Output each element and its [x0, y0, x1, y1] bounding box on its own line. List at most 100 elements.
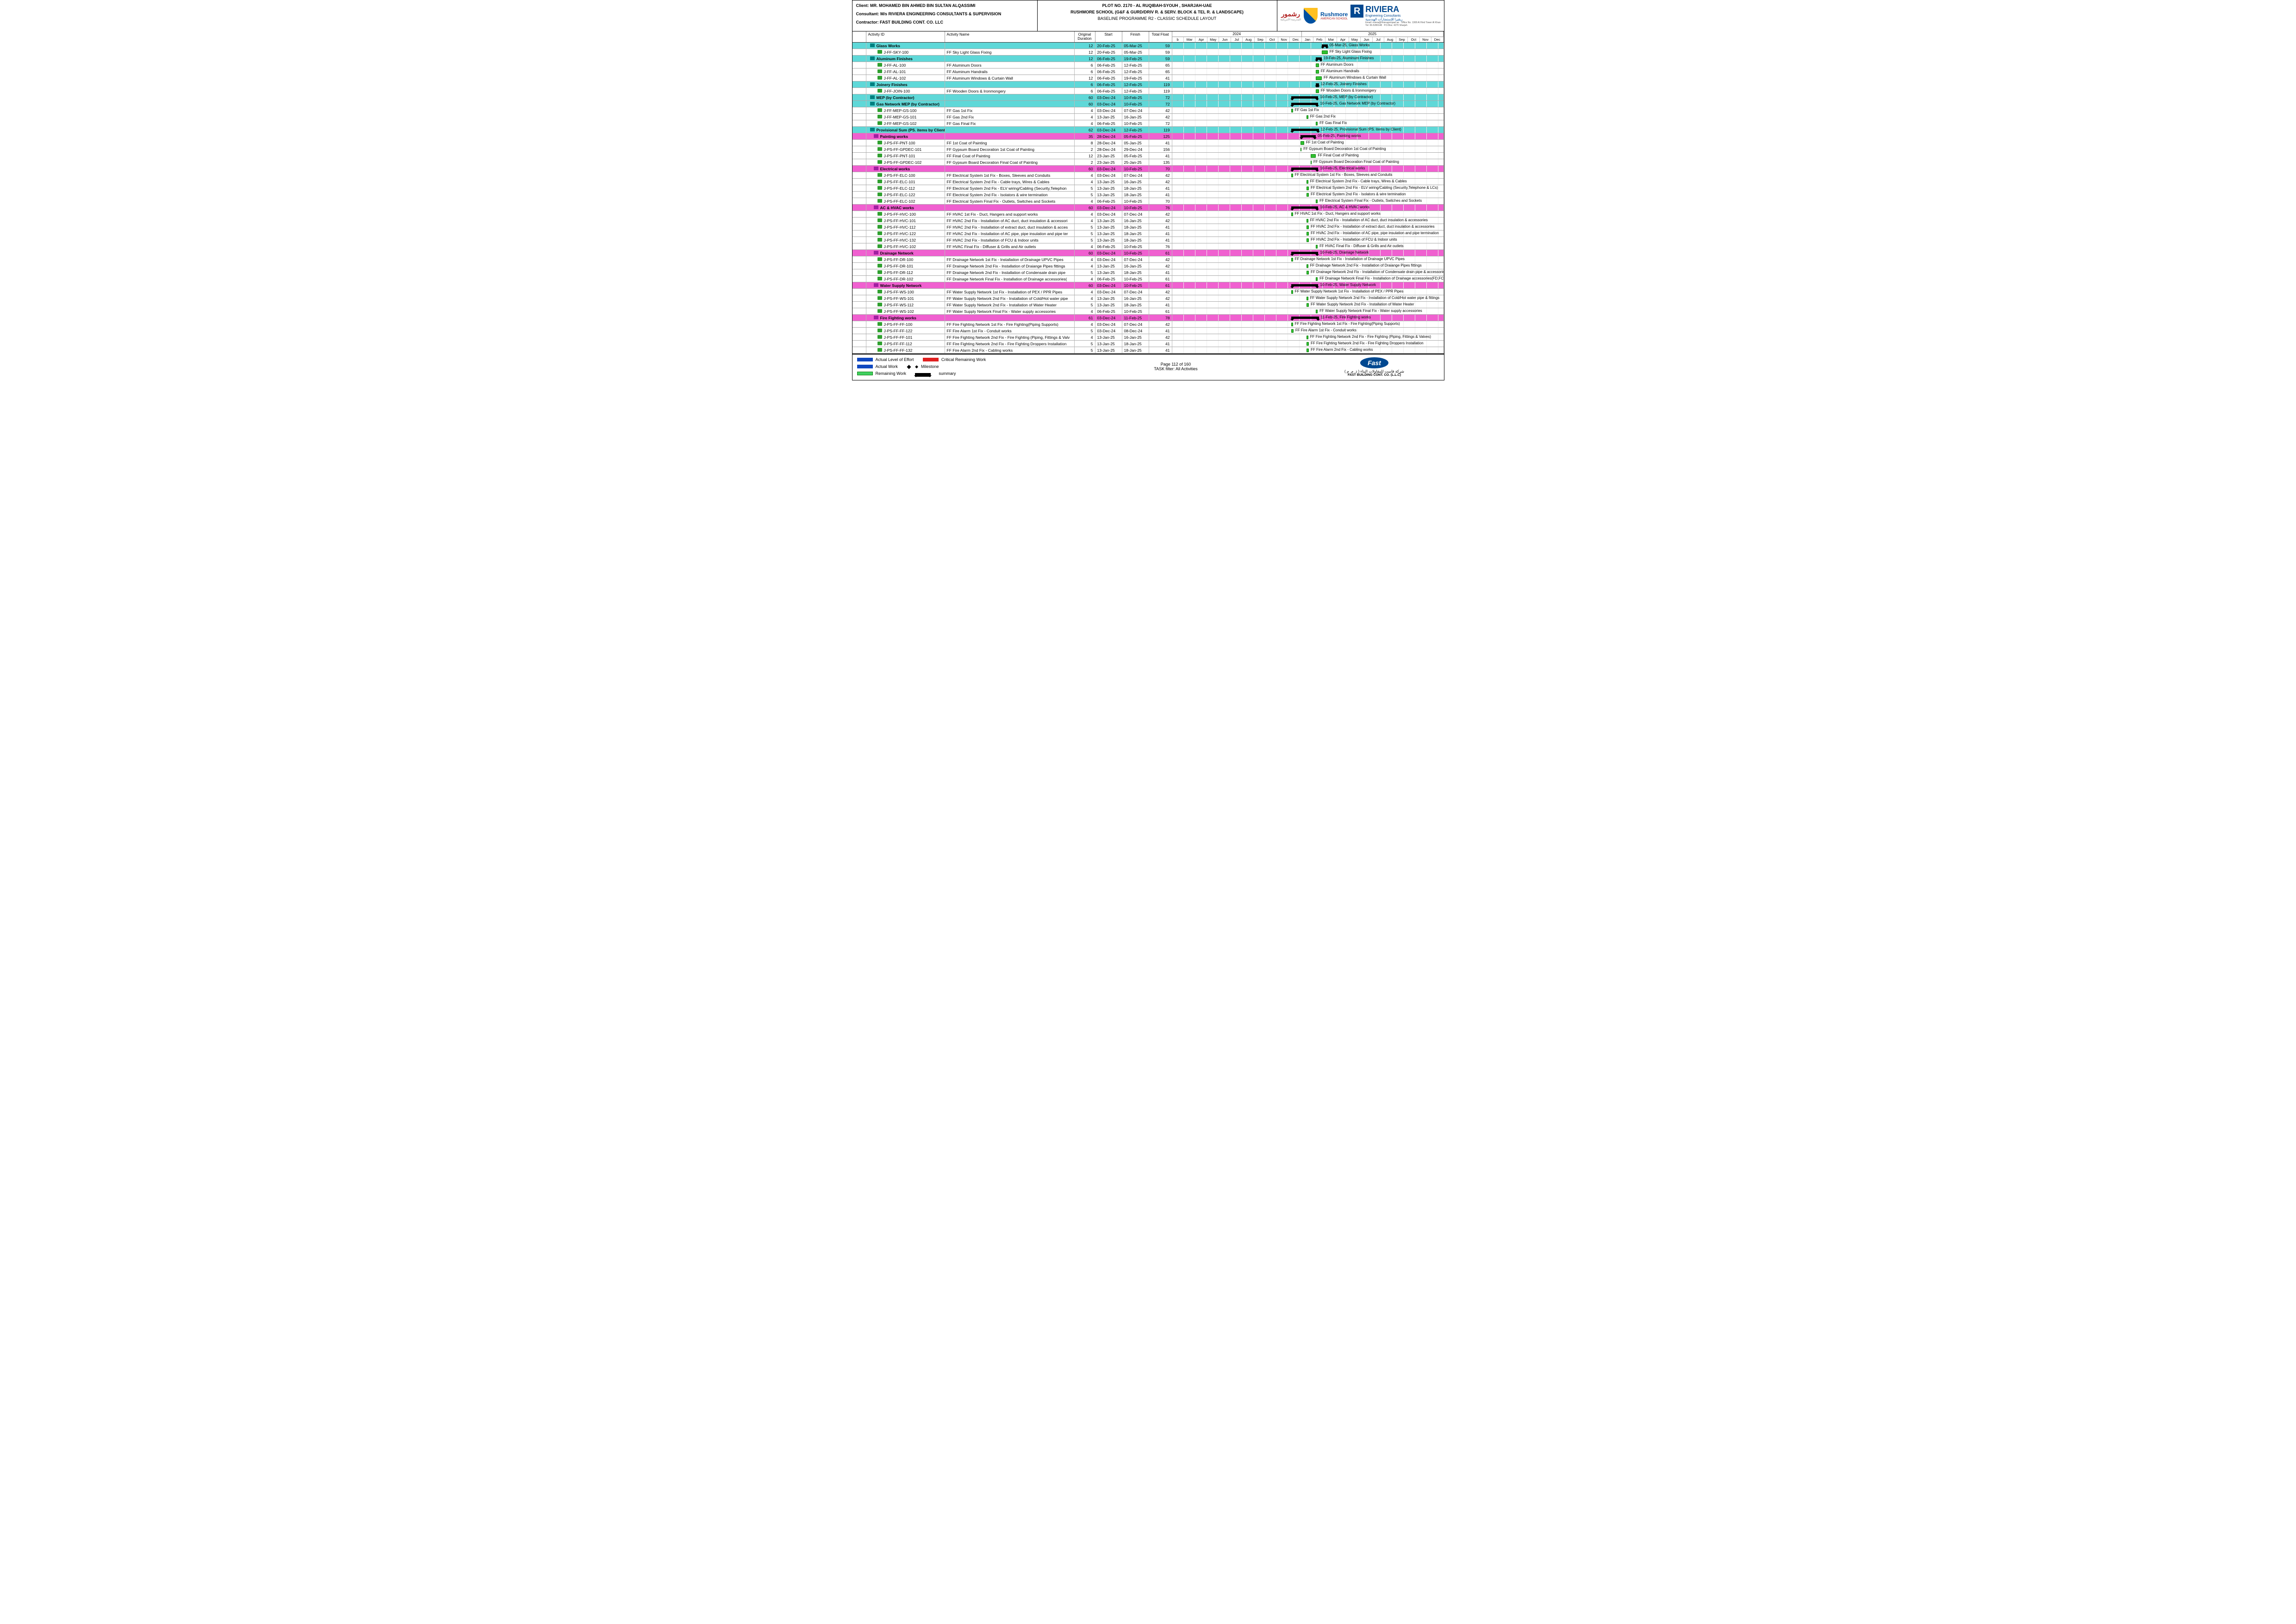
- total-float: 65: [1149, 68, 1172, 75]
- activity-name: [945, 81, 1075, 87]
- schedule-row: J-FF-AL-101 FF Aluminum Handrails 6 06-F…: [852, 68, 1444, 75]
- summary-icon: [870, 44, 877, 48]
- finish-date: 07-Dec-24: [1122, 256, 1149, 262]
- activity-name: FF HVAC 2nd Fix - Installation of extrac…: [945, 224, 1075, 230]
- original-duration: 4: [1075, 107, 1095, 113]
- schedule-row: J-PS-FF-GPDEC-102 FF Gypsum Board Decora…: [852, 159, 1444, 166]
- total-float: 42: [1149, 172, 1172, 178]
- start-date: 03-Dec-24: [1095, 127, 1122, 133]
- activity-icon: [877, 348, 884, 353]
- total-float: 76: [1149, 205, 1172, 211]
- original-duration: 5: [1075, 230, 1095, 236]
- column-header: Activity ID Activity Name Original Durat…: [852, 31, 1444, 43]
- finish-date: 16-Jan-25: [1122, 179, 1149, 185]
- activity-name: [945, 56, 1075, 62]
- original-duration: 62: [1075, 127, 1095, 133]
- activity-name: FF Fire Fighting Network 1st Fix - Fire …: [945, 321, 1075, 327]
- activity-id: J-PS-FF-DR-102: [884, 277, 914, 281]
- total-float: 135: [1149, 159, 1172, 165]
- activity-id: Drainage Network: [880, 251, 914, 255]
- activity-name: [945, 94, 1075, 100]
- summary-icon: [874, 205, 880, 210]
- fast-name-en: FAST BUILDING CONT. CO. (L.L.C): [1310, 373, 1439, 377]
- bar-label: FF Electrical System 1st Fix - Boxes, Sl…: [1295, 173, 1393, 177]
- start-date: 13-Jan-25: [1095, 334, 1122, 340]
- original-duration: 4: [1075, 308, 1095, 314]
- gantt-cell: FF Water Supply Network 2nd Fix - Instal…: [1172, 302, 1444, 308]
- original-duration: 12: [1075, 153, 1095, 159]
- finish-date: 18-Jan-25: [1122, 192, 1149, 198]
- legend: Actual Level of Effort Critical Remainin…: [857, 357, 1042, 377]
- bar-label: 12-Feb-25, Joinery Finishes: [1321, 82, 1367, 86]
- original-duration: 5: [1075, 341, 1095, 347]
- gantt-cell: FF Gas Final Fix: [1172, 120, 1444, 126]
- total-float: 65: [1149, 62, 1172, 68]
- client-name: MR. MOHAMED BIN AHMED BIN SULTAN ALQASSI…: [870, 3, 976, 8]
- finish-date: 18-Jan-25: [1122, 224, 1149, 230]
- schedule-row: J-PS-FF-ELC-112 FF Electrical System 2nd…: [852, 185, 1444, 192]
- activity-name: FF Electrical System Final Fix - Outlets…: [945, 198, 1075, 204]
- gantt-cell: FF HVAC 2nd Fix - Installation of AC pip…: [1172, 230, 1444, 236]
- total-float: 41: [1149, 269, 1172, 275]
- schedule-row: J-PS-FF-HVC-112 FF HVAC 2nd Fix - Instal…: [852, 224, 1444, 230]
- summary-bar: [1291, 129, 1319, 131]
- bar-label: 11-Feb-25, Fire Fighting works: [1321, 315, 1371, 319]
- activity-id: Electrical works: [880, 167, 910, 171]
- schedule-row: J-FF-AL-100 FF Aluminum Doors 6 06-Feb-2…: [852, 62, 1444, 68]
- total-float: 61: [1149, 250, 1172, 256]
- bar-label: 10-Feb-25, Drainage Network: [1320, 250, 1369, 255]
- consultant-label: Consultant:: [856, 12, 879, 16]
- bar-label: FF Drainage Network 2nd Fix - Installati…: [1310, 263, 1422, 268]
- legend-critical-swatch: [923, 358, 939, 361]
- schedule-row: Fire Fighting works 61 03-Dec-24 11-Feb-…: [852, 315, 1444, 321]
- rushmore-logo-en: Rushmore AMERICAN SCHOOL: [1320, 11, 1348, 20]
- fast-name-ar: شركة فاست للمقاولات البناء ( ذ. م. م ): [1310, 369, 1439, 373]
- bar-label: FF Drainage Network 2nd Fix - Installati…: [1311, 270, 1444, 274]
- bar-label: FF Fire Alarm 2nd Fix - Cabling works: [1311, 348, 1373, 352]
- finish-date: 05-Mar-25: [1122, 49, 1149, 55]
- schedule-row: J-FF-JOIN-100 FF Wooden Doors & Ironmong…: [852, 88, 1444, 94]
- start-date: 13-Jan-25: [1095, 230, 1122, 236]
- activity-icon: [877, 199, 884, 204]
- task-bar: [1291, 323, 1293, 326]
- start-date: 13-Jan-25: [1095, 341, 1122, 347]
- activity-name: [945, 166, 1075, 172]
- bar-label: FF Final Coat of Painting: [1318, 153, 1358, 157]
- finish-date: 18-Jan-25: [1122, 185, 1149, 191]
- activity-id: J-PS-FF-PNT-101: [884, 154, 915, 158]
- task-bar: [1316, 245, 1318, 249]
- legend-summary-swatch: [915, 373, 931, 377]
- header: Client: MR. MOHAMED BIN AHMED BIN SULTAN…: [852, 0, 1444, 31]
- total-float: 42: [1149, 114, 1172, 120]
- activity-id: J-PS-FF-HVC-122: [884, 231, 916, 236]
- finish-date: 12-Feb-25: [1122, 81, 1149, 87]
- schedule-row: J-PS-FF-PNT-101 FF Final Coat of Paintin…: [852, 153, 1444, 159]
- original-duration: 6: [1075, 68, 1095, 75]
- original-duration: 6: [1075, 62, 1095, 68]
- activity-id: Aluminum Finishes: [877, 56, 913, 61]
- rushmore-logo-ar: رشمور المدرسة الأمريكية: [1280, 10, 1301, 21]
- task-bar: [1291, 329, 1294, 333]
- start-date: 13-Jan-25: [1095, 269, 1122, 275]
- schedule-row: J-PS-FF-FF-122 FF Fire Alarm 1st Fix - C…: [852, 328, 1444, 334]
- activity-name: FF Drainage Network 1st Fix - Installati…: [945, 256, 1075, 262]
- activity-id: J-PS-FF-HVC-112: [884, 225, 916, 230]
- activity-icon: [877, 180, 884, 184]
- bar-label: FF Water Supply Network 2nd Fix - Instal…: [1311, 302, 1414, 306]
- original-duration: 60: [1075, 94, 1095, 100]
- task-bar: [1307, 297, 1308, 300]
- bar-label: 10-Feb-25, MEP (by Contractor): [1320, 95, 1373, 99]
- finish-date: 08-Dec-24: [1122, 328, 1149, 334]
- schedule-row: J-PS-FF-DR-101 FF Drainage Network 2nd F…: [852, 263, 1444, 269]
- bar-label: FF Water Supply Network 2nd Fix - Instal…: [1310, 296, 1439, 300]
- activity-id: J-PS-FF-FF-100: [884, 322, 913, 327]
- summary-icon: [874, 251, 880, 255]
- original-duration: 4: [1075, 243, 1095, 249]
- summary-icon: [874, 316, 880, 320]
- schedule-row: Painting works 35 28-Dec-24 05-Feb-25 12…: [852, 133, 1444, 140]
- activity-name: [945, 43, 1075, 49]
- original-duration: 5: [1075, 328, 1095, 334]
- bar-label: FF Drainage Network Final Fix - Installa…: [1319, 276, 1444, 280]
- original-duration: 5: [1075, 269, 1095, 275]
- total-float: 119: [1149, 81, 1172, 87]
